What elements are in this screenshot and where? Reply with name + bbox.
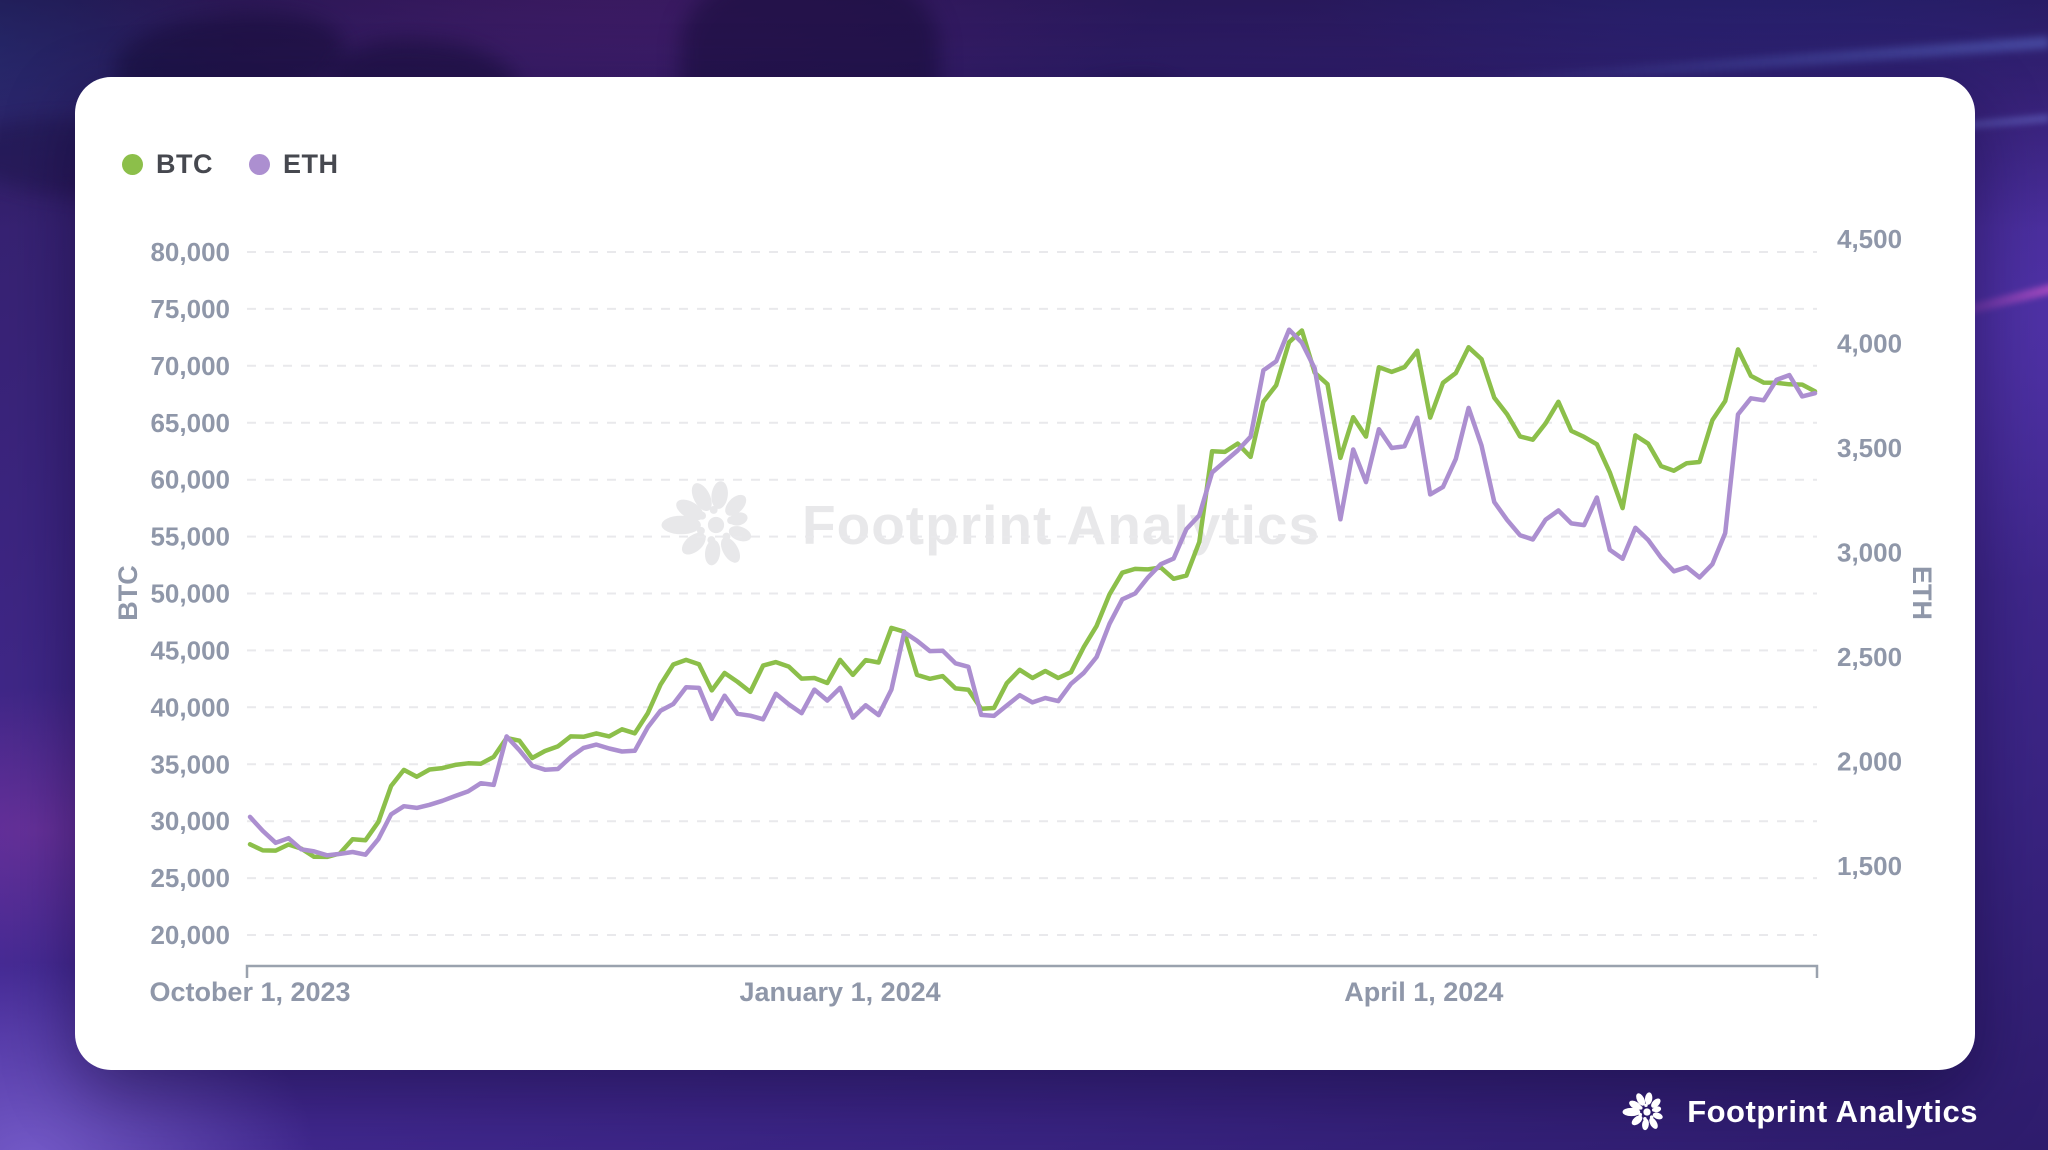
right-axis-tick-label: 2,500 (1837, 642, 1902, 672)
series-line-eth (247, 327, 1818, 858)
x-axis-tick-label: October 1, 2023 (149, 977, 350, 1007)
legend-item-eth[interactable]: ETH (249, 149, 339, 180)
left-axis-tick-label: 45,000 (150, 635, 230, 665)
footprint-flower-icon (1621, 1086, 1673, 1138)
legend-label-btc: BTC (156, 149, 213, 179)
right-axis-tick-label: 1,500 (1837, 851, 1902, 881)
legend-swatch-btc (122, 154, 143, 175)
left-axis-tick-label: 65,000 (150, 408, 230, 438)
footer-brand: Footprint Analytics (1621, 1086, 1978, 1138)
right-axis-name: ETH (1907, 566, 1937, 620)
x-axis-tick-label: January 1, 2024 (740, 977, 941, 1007)
left-axis-tick-label: 75,000 (150, 294, 230, 324)
left-axis-tick-label: 80,000 (150, 237, 230, 267)
left-axis-name: BTC (113, 565, 143, 621)
x-axis-tick-label: April 1, 2024 (1344, 977, 1503, 1007)
chart-card: BTC ETH Footprint Analytics 80,000 75,000… (75, 77, 1975, 1070)
right-axis-tick-label: 3,500 (1837, 433, 1902, 463)
left-axis-tick-label: 55,000 (150, 522, 230, 552)
left-axis-tick-label: 60,000 (150, 465, 230, 495)
legend-item-btc[interactable]: BTC (122, 149, 213, 180)
chart-legend: BTC ETH (122, 149, 339, 180)
left-axis-tick-label: 50,000 (150, 579, 230, 609)
right-axis-tick-label: 2,000 (1837, 747, 1902, 777)
right-axis-tick-label: 4,500 (1837, 224, 1902, 254)
left-axis-tick-label: 35,000 (150, 749, 230, 779)
left-axis-tick-label: 40,000 (150, 692, 230, 722)
right-axis-tick-label: 3,000 (1837, 538, 1902, 568)
left-axis-tick-label: 25,000 (150, 863, 230, 893)
left-axis-tick-label: 30,000 (150, 806, 230, 836)
legend-swatch-eth (249, 154, 270, 175)
legend-label-eth: ETH (283, 149, 339, 179)
right-axis-tick-label: 4,000 (1837, 329, 1902, 359)
line-chart-plot[interactable]: 80,000 75,000 70,000 65,000 60,000 55,000 50,0… (75, 77, 1975, 1070)
left-axis-tick-label: 70,000 (150, 351, 230, 381)
footer-brand-text: Footprint Analytics (1687, 1094, 1978, 1129)
x-axis-line (245, 964, 1819, 978)
left-axis-tick-label: 20,000 (150, 920, 230, 950)
